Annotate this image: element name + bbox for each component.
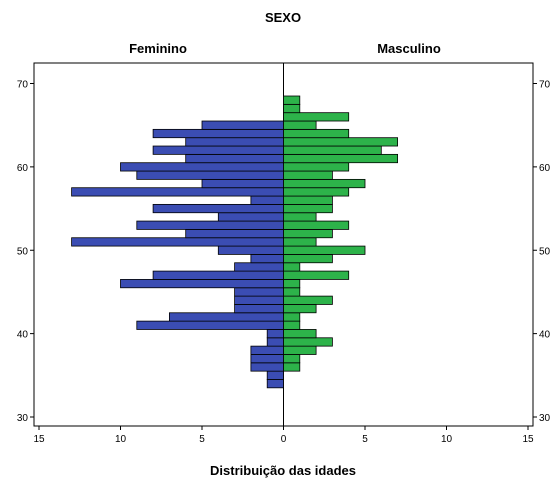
feminino-bar-age-64 xyxy=(152,128,284,139)
feminino-bar-age-42 xyxy=(168,312,284,322)
masculino-bar-age-67 xyxy=(283,103,301,114)
feminino-bar-age-62 xyxy=(152,145,284,155)
masculino-bar-age-45 xyxy=(283,287,301,297)
x-ticks-group: 15 10 5 0 5 10 15 xyxy=(33,426,534,445)
feminino-bar-age-34 xyxy=(266,379,284,389)
masculino-bar-age-44 xyxy=(283,295,333,305)
masculino-bar-age-40 xyxy=(283,329,317,339)
x-tick-label: 5 xyxy=(199,434,205,445)
feminino-bar-age-55 xyxy=(152,203,284,214)
feminino-bar-age-65 xyxy=(201,120,284,130)
x-tick-label: 5 xyxy=(362,434,368,445)
feminino-bar-age-60 xyxy=(120,162,284,172)
masculino-bar-age-49 xyxy=(283,254,333,264)
y-tick-label-left: 50 xyxy=(17,246,29,257)
y-tick-label-left: 30 xyxy=(17,413,29,424)
masculino-bar-age-55 xyxy=(283,203,333,214)
feminino-bar-age-47 xyxy=(152,270,284,280)
y-tick-label-left: 40 xyxy=(17,330,29,341)
x-tick-label: 15 xyxy=(33,434,45,445)
feminino-bar-age-46 xyxy=(120,279,284,289)
x-tick-label: 10 xyxy=(115,434,127,445)
feminino-bar-age-35 xyxy=(266,370,284,380)
feminino-bar-age-45 xyxy=(234,287,284,297)
panel-title-feminino: Feminino xyxy=(129,41,187,56)
y-tick-label-right: 40 xyxy=(539,330,551,341)
feminino-bar-age-63 xyxy=(185,137,284,147)
masculino-bar-age-65 xyxy=(283,120,317,130)
feminino-bar-age-38 xyxy=(250,345,284,355)
masculino-bar-age-46 xyxy=(283,279,301,289)
feminino-bar-age-52 xyxy=(185,229,284,239)
panel-title-masculino: Masculino xyxy=(377,41,441,56)
feminino-bar-age-56 xyxy=(250,195,284,205)
feminino-bar-age-61 xyxy=(185,153,284,164)
y-tick-label-right: 60 xyxy=(539,163,551,174)
masculino-bar-age-53 xyxy=(283,220,350,230)
masculino-bar-age-48 xyxy=(283,262,301,272)
x-tick-label: 15 xyxy=(522,434,534,445)
feminino-bar-age-59 xyxy=(136,170,284,180)
masculino-bar-age-36 xyxy=(283,362,301,372)
masculino-bar-age-37 xyxy=(283,354,301,364)
masculino-bar-age-42 xyxy=(283,312,301,322)
y-tick-label-left: 60 xyxy=(17,163,29,174)
masculino-bar-age-62 xyxy=(283,145,382,155)
feminino-bar-age-48 xyxy=(234,262,284,272)
feminino-bar-age-53 xyxy=(136,220,284,230)
masculino-bar-age-39 xyxy=(283,337,333,347)
feminino-bar-age-49 xyxy=(250,254,284,264)
feminino-bar-age-44 xyxy=(234,295,284,305)
masculino-bar-age-50 xyxy=(283,245,366,255)
bars-group xyxy=(71,95,398,389)
feminino-bar-age-43 xyxy=(234,304,284,314)
masculino-bar-age-58 xyxy=(283,178,366,189)
masculino-bar-age-41 xyxy=(283,320,301,330)
feminino-bar-age-50 xyxy=(217,245,284,255)
masculino-bar-age-66 xyxy=(283,112,350,122)
x-tick-label: 10 xyxy=(441,434,453,445)
masculino-bar-age-57 xyxy=(283,187,350,197)
masculino-bar-age-56 xyxy=(283,195,333,205)
masculino-bar-age-64 xyxy=(283,128,350,139)
feminino-bar-age-40 xyxy=(266,329,284,339)
masculino-bar-age-60 xyxy=(283,162,350,172)
feminino-bar-age-39 xyxy=(266,337,284,347)
feminino-bar-age-36 xyxy=(250,362,284,372)
feminino-bar-age-57 xyxy=(71,187,284,197)
feminino-bar-age-41 xyxy=(136,320,284,330)
y-tick-label-left: 70 xyxy=(17,80,29,91)
feminino-bar-age-37 xyxy=(250,354,284,364)
masculino-bar-age-47 xyxy=(283,270,350,280)
masculino-bar-age-38 xyxy=(283,345,317,355)
masculino-bar-age-43 xyxy=(283,304,317,314)
masculino-bar-age-59 xyxy=(283,170,333,180)
masculino-bar-age-63 xyxy=(283,137,398,147)
masculino-bar-age-52 xyxy=(283,229,333,239)
y-tick-label-right: 50 xyxy=(539,246,551,257)
masculino-bar-age-61 xyxy=(283,153,398,164)
feminino-bar-age-54 xyxy=(217,212,284,222)
y-ticks-group: 30 30 40 40 50 50 60 60 70 70 xyxy=(17,80,551,425)
feminino-bar-age-51 xyxy=(71,237,284,247)
x-axis-label: Distribuição das idades xyxy=(210,463,356,478)
y-tick-label-right: 70 xyxy=(539,80,551,91)
masculino-bar-age-68 xyxy=(283,95,301,105)
masculino-bar-age-51 xyxy=(283,237,317,247)
masculino-bar-age-54 xyxy=(283,212,317,222)
chart-title: SEXO xyxy=(265,10,301,25)
y-tick-label-right: 30 xyxy=(539,413,551,424)
feminino-bar-age-58 xyxy=(201,178,284,189)
x-tick-label: 0 xyxy=(281,434,287,445)
